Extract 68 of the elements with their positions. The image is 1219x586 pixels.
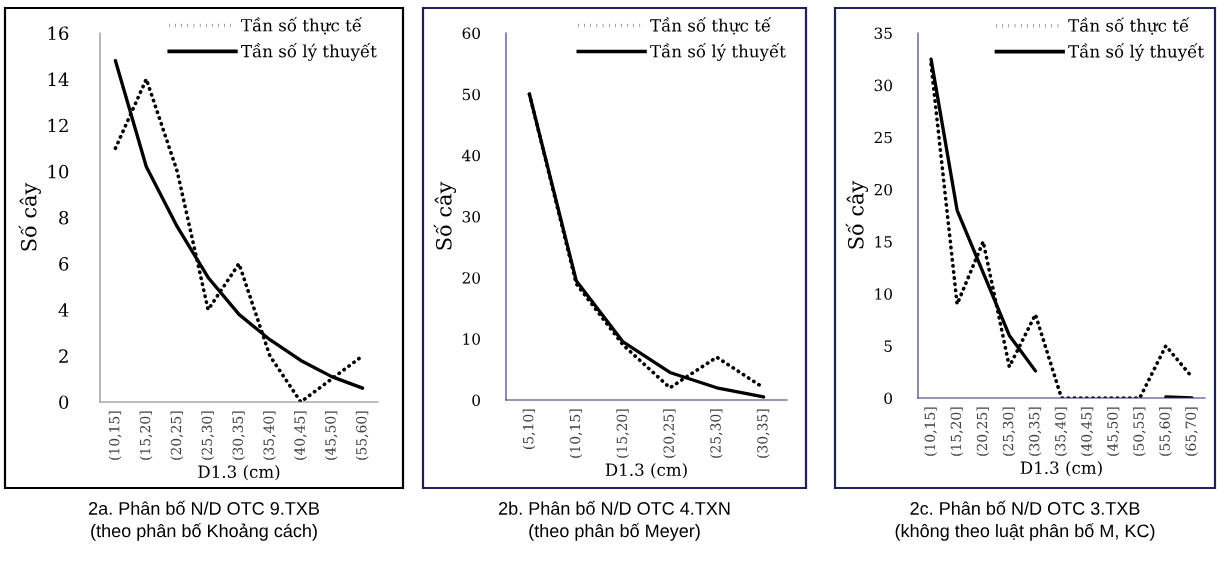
y-tick-label: 14 [48, 72, 69, 86]
y-axis-title: Số cây [433, 181, 456, 250]
y-tick-label: 40 [462, 149, 480, 162]
x-tick-label: (15,20] [139, 411, 153, 460]
text: 2b. Phân bố N/D OTC 4.TXN [499, 500, 730, 515]
text: (theo phân bố Khoảng cách) [91, 523, 317, 541]
y-tick-label: 20 [874, 183, 892, 196]
x-axis-title: D1.3 (cm) [1020, 461, 1102, 477]
y-tick-label: 2 [59, 349, 68, 363]
y-tick-label: 50 [462, 88, 480, 101]
x-tick-label: (20,25] [976, 407, 990, 456]
y-tick-label: 20 [462, 272, 480, 284]
x-tick-label: (15,20] [950, 407, 964, 456]
legend-label: Tần số thực tế [241, 17, 363, 35]
legend-label: Tần số lý thuyết [650, 43, 786, 61]
x-tick-label: (50,55] [1133, 407, 1146, 456]
x-tick-label: (20,25] [663, 409, 676, 458]
text: (theo phân bố Meyer) [529, 523, 700, 541]
y-tick-label: 0 [59, 395, 69, 410]
x-axis-title: D1.3 (cm) [605, 463, 687, 479]
y-tick-label: 15 [875, 236, 892, 248]
x-tick-label: (5,10] [522, 409, 536, 449]
x-tick-label: (20,25] [170, 411, 184, 460]
y-tick-label: 16 [48, 26, 69, 41]
x-tick-label: (25,30] [710, 409, 723, 458]
x-tick-label: (40,45] [294, 411, 307, 460]
y-tick-label: 6 [59, 257, 69, 271]
text: 2a. Phân bố N/D OTC 9.TXB [89, 500, 319, 515]
legend-label: Tần số lý thuyết [1068, 43, 1204, 62]
x-tick-label: (30,35] [1028, 407, 1042, 456]
x-tick-label: (35,40] [263, 411, 276, 460]
legend-label: Tần số thực tế [650, 17, 772, 35]
y-axis-title: Số cây [18, 182, 41, 251]
y-tick-label: 12 [48, 118, 68, 133]
x-tick-label: (10,15] [924, 407, 938, 456]
x-tick-label: (45,50] [1106, 407, 1120, 456]
y-tick-label: 25 [874, 131, 892, 144]
y-tick-label: 0 [472, 394, 480, 407]
x-tick-label: (10,15] [108, 411, 122, 460]
text: (không theo luật phân bố M, KC) [895, 523, 1155, 541]
y-tick-label: 8 [59, 210, 69, 225]
x-tick-label: (15,20] [616, 409, 630, 458]
y-tick-label: 5 [884, 340, 892, 352]
y-tick-label: 4 [58, 303, 69, 317]
x-tick-label: (45,50] [324, 411, 338, 460]
legend-label: Tần số lý thuyết [241, 43, 377, 61]
y-tick-label: 10 [463, 333, 480, 345]
x-tick-label: (25,30] [201, 411, 215, 460]
x-tick-label: (30,35] [232, 411, 245, 460]
x-tick-label: (40,45] [1080, 407, 1094, 456]
text: 2c. Phân bố N/D OTC 3.TXB [910, 500, 1140, 515]
x-axis-title: D1.3 (cm) [198, 465, 280, 481]
x-tick-label: (10,15] [569, 409, 583, 458]
x-tick-label: (65,70] [1185, 407, 1198, 456]
x-tick-label: (55,60] [355, 411, 369, 460]
x-tick-label: (35,40] [1054, 407, 1068, 456]
y-tick-label: 30 [874, 79, 892, 92]
x-tick-label: (25,30] [1002, 407, 1016, 456]
x-tick-label: (55,60] [1159, 407, 1172, 456]
y-tick-label: 30 [462, 210, 480, 223]
y-tick-label: 10 [875, 288, 892, 300]
x-tick-label: (30,35] [756, 409, 770, 458]
y-axis-title: Số cây [845, 180, 868, 249]
y-tick-label: 60 [462, 27, 480, 40]
y-tick-label: 10 [48, 164, 69, 179]
y-tick-label: 35 [874, 27, 892, 40]
legend-label: Tần số thực tế [1068, 17, 1190, 35]
y-tick-label: 0 [884, 392, 892, 405]
